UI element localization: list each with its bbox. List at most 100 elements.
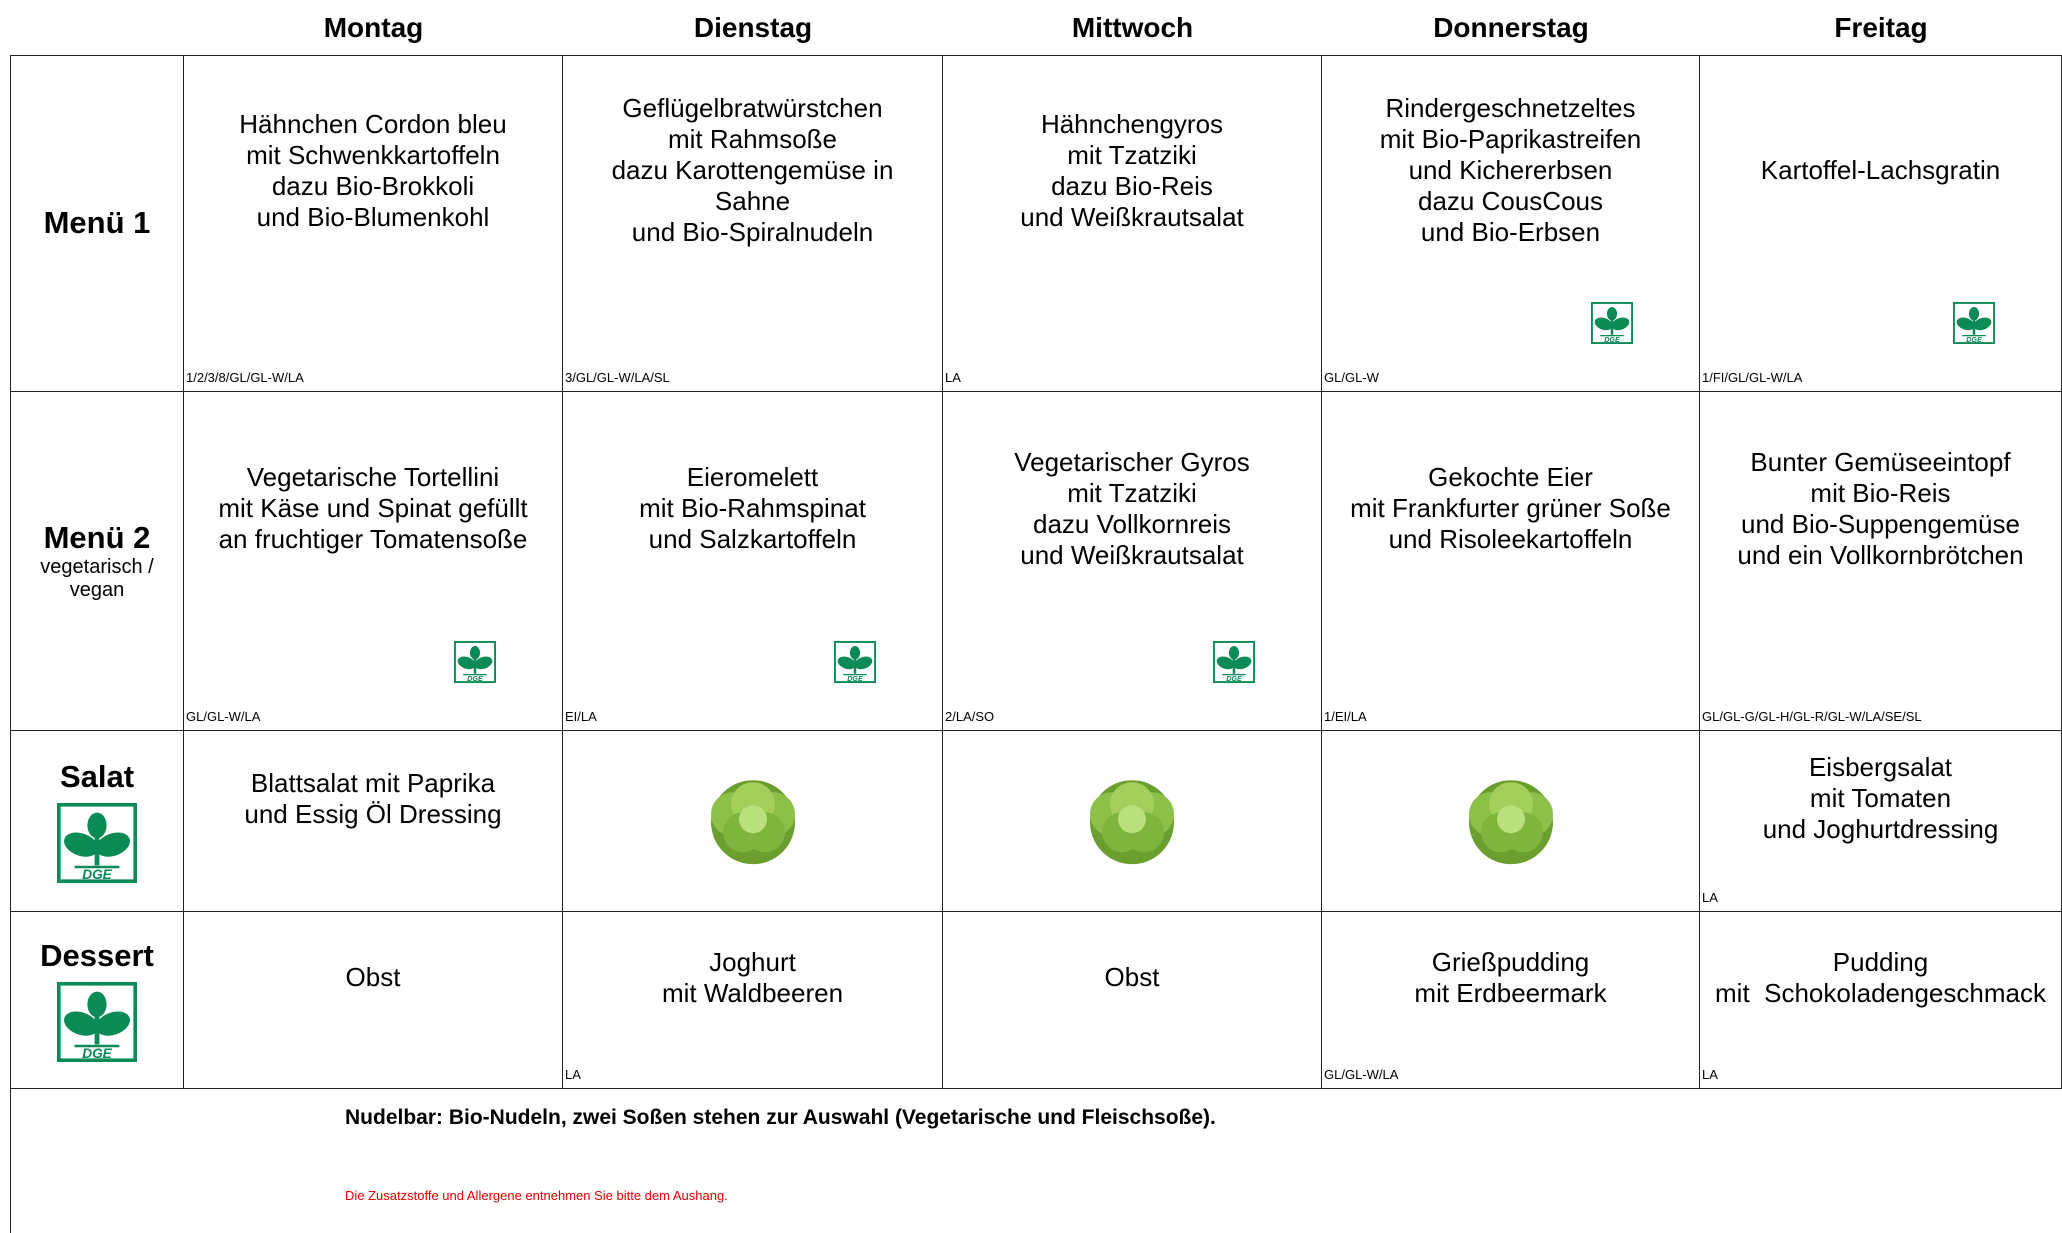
logo-wrap: DGE	[57, 982, 137, 1062]
dish-line: Obst	[1104, 962, 1160, 992]
menu-cell: Joghurt mit Waldbeeren LA	[563, 912, 943, 1089]
dish-line: Hähnchengyros	[1040, 108, 1224, 139]
dish-text: Hähnchengyros mit Tzatziki dazu Bio-Reis un…	[943, 55, 1321, 286]
dish-text: Joghurt mit Waldbeeren	[563, 912, 942, 1043]
allergen-codes: GL/GL-W/LA	[186, 709, 261, 724]
dge-logo-text: DGE	[1226, 675, 1242, 683]
dge-logo: DGE	[454, 641, 496, 683]
dish-line: und ein Vollkornbrötchen	[1737, 539, 2024, 570]
dish-line: Bunter Gemüseeintopf	[1750, 446, 2011, 477]
day-header: Mittwoch	[1071, 11, 1194, 43]
dish-line: mit Schwenkkartoffeln	[246, 139, 500, 170]
menu-cell: Geflügelbratwürstchen mit Rahmsoße dazu Ka…	[563, 55, 943, 392]
allergen-codes: 1/2/3/8/GL/GL-W/LA	[186, 370, 304, 385]
row-label: Menü 2	[43, 520, 151, 555]
dish-text: Eisbergsalat mit Tomaten und Joghurtdressi…	[1700, 731, 2061, 866]
menu-cell: Obst	[184, 912, 563, 1089]
day-header: Dienstag	[693, 11, 813, 43]
dish-line: und Kichererbsen	[1408, 155, 1613, 185]
dish-line: Joghurt	[709, 946, 796, 977]
menu-cell: Blattsalat mit Paprika und Essig Öl Dress…	[184, 731, 563, 912]
dish-text: Blattsalat mit Paprika und Essig Öl Dress…	[184, 731, 562, 866]
dish-text: Pudding mit Schokoladengeschmack	[1700, 912, 2061, 1043]
dish-line: dazu Bio-Reis	[1051, 170, 1213, 201]
dge-logo: DGE	[1953, 302, 1995, 344]
row-sublabel: vegetarisch /	[40, 556, 154, 578]
dish-line: und Weißkrautsalat	[1020, 201, 1244, 232]
allergen-codes: 2/LA/SO	[945, 709, 995, 724]
dge-logo-text: DGE	[1966, 336, 1982, 344]
dish-line: Gekochte Eier	[1428, 462, 1593, 492]
allergen-codes: LA	[945, 370, 961, 385]
dish-text: Obst	[943, 912, 1321, 1043]
dish-line: und Bio-Blumenkohl	[256, 201, 490, 232]
dish-line: mit Käse und Spinat gefüllt	[218, 493, 528, 523]
dish-line: und Joghurtdressing	[1762, 814, 1999, 844]
allergen-codes: LA	[565, 1067, 581, 1082]
dish-line: Sahne	[714, 186, 791, 216]
menu-cell: Rindergeschnetzeltes mit Bio-Paprikastrei…	[1322, 55, 1700, 392]
menu-cell: Hähnchen Cordon bleu mit Schwenkkartoffel…	[184, 55, 563, 392]
row-label-cell: Dessert DGE	[10, 912, 184, 1089]
dish-text: Geflügelbratwürstchen mit Rahmsoße dazu Ka…	[563, 55, 942, 286]
dish-line: dazu Bio-Brokkoli	[271, 170, 475, 201]
menu-cell	[563, 731, 943, 912]
dge-logo: DGE	[57, 803, 137, 883]
dish-line: mit Erdbeermark	[1414, 977, 1607, 1008]
menu-cell: Vegetarischer Gyros mit Tzatziki dazu Voll…	[943, 392, 1322, 731]
salad-image	[710, 780, 795, 865]
dish-text: Hähnchen Cordon bleu mit Schwenkkartoffel…	[184, 55, 562, 286]
menu-cell: Obst	[943, 912, 1322, 1089]
footer-border	[10, 1089, 11, 1233]
allergen-codes: EI/LA	[565, 709, 597, 724]
row-label-box: Dessert DGE	[11, 912, 183, 1088]
menu-cell: Bunter Gemüseeintopf mit Bio-Reis und Bio-…	[1700, 392, 2062, 731]
salad-image	[1468, 780, 1553, 865]
logo-wrap: DGE	[57, 803, 137, 883]
dish-line: Blattsalat mit Paprika	[250, 767, 496, 798]
dish-line: mit Bio-Paprikastreifen	[1379, 124, 1642, 154]
allergen-codes: LA	[1702, 1067, 1718, 1082]
dge-logo: DGE	[57, 982, 137, 1062]
menu-cell	[1322, 731, 1700, 912]
dish-text: Rindergeschnetzeltes mit Bio-Paprikastrei…	[1322, 55, 1699, 286]
dge-logo-text: DGE	[82, 867, 112, 882]
dish-line: und Bio-Suppengemüse	[1741, 508, 2020, 539]
row-label-cell: Menü 2 vegetarisch / vegan	[10, 392, 184, 731]
row-label-cell: Menü 1	[10, 55, 184, 392]
dish-text: Obst	[184, 912, 562, 1043]
dish-text: Vegetarische Tortellini mit Käse und Spin…	[184, 392, 562, 625]
dish-line: dazu Vollkornreis	[1033, 508, 1231, 539]
dish-text: Vegetarischer Gyros mit Tzatziki dazu Voll…	[943, 392, 1321, 625]
footer-disclaimer: Die Zusatzstoffe und Allergene entnehmen…	[345, 1188, 728, 1203]
dish-text: Eieromelett mit Bio-Rahmspinat und Salzkar…	[563, 392, 942, 625]
dish-line: mit Tzatziki	[1067, 477, 1197, 508]
dish-line: mit Bio-Rahmspinat	[639, 493, 866, 523]
allergen-codes: 1/EI/LA	[1324, 709, 1367, 724]
dge-logo-text: DGE	[467, 675, 483, 683]
row-label-box: Menü 1	[11, 55, 183, 391]
day-header: Montag	[323, 11, 424, 43]
row-label: Dessert	[40, 938, 154, 973]
menu-cell: Eieromelett mit Bio-Rahmspinat und Salzkar…	[563, 392, 943, 731]
dish-line: und Weißkrautsalat	[1020, 539, 1244, 570]
dge-logo: DGE	[1591, 302, 1633, 344]
dish-text: Grießpudding mit Erdbeermark	[1322, 912, 1699, 1043]
dish-line: Pudding	[1832, 946, 1929, 977]
dish-line: Kartoffel-Lachsgratin	[1760, 155, 2001, 185]
dge-logo-text: DGE	[847, 675, 863, 683]
menu-cell: Hähnchengyros mit Tzatziki dazu Bio-Reis un…	[943, 55, 1322, 392]
dish-line: Hähnchen Cordon bleu	[239, 108, 507, 139]
row-label-box: Menü 2 vegetarisch / vegan	[11, 392, 183, 730]
dish-line: mit Bio-Reis	[1810, 477, 1951, 508]
dish-line: dazu CousCous	[1418, 186, 1603, 216]
allergen-codes: LA	[1702, 890, 1718, 905]
dish-line: mit Schokoladengeschmack	[1715, 977, 2046, 1008]
dish-text: Kartoffel-Lachsgratin	[1700, 55, 2061, 286]
menu-cell: Kartoffel-Lachsgratin 1/FI/GL/GL-W/LA DGE	[1700, 55, 2062, 392]
allergen-codes: GL/GL-W	[1324, 370, 1379, 385]
dish-line: an fruchtiger Tomatensoße	[218, 524, 528, 554]
dish-line: Grießpudding	[1431, 946, 1590, 977]
dish-text: Gekochte Eier mit Frankfurter grüner Soße…	[1322, 392, 1699, 625]
